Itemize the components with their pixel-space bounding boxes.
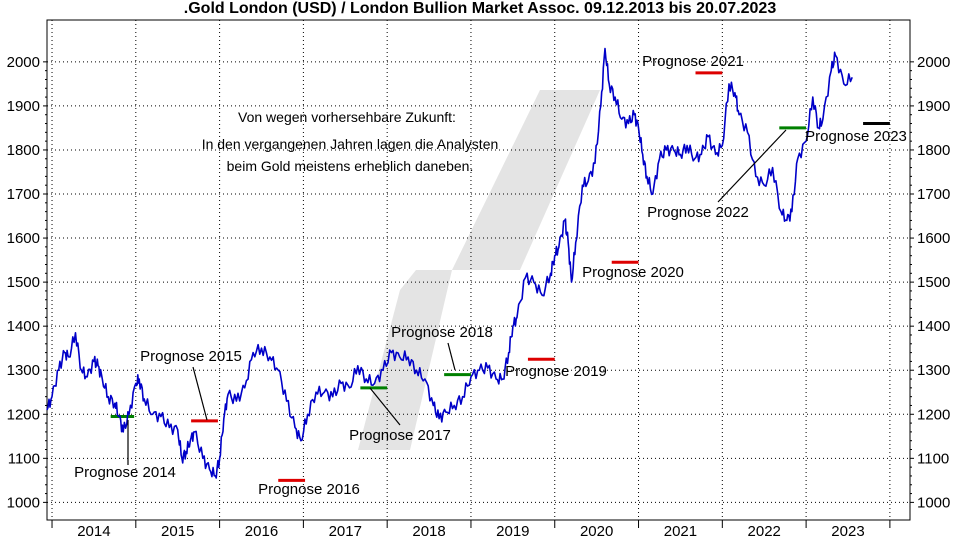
- y-tick-label: 1300: [917, 362, 950, 379]
- annotation-note: Von wegen vorhersehbare Zukunft: In den …: [202, 109, 499, 174]
- annotation-line-2: In den vergangenen Jahren lagen die Anal…: [202, 136, 499, 152]
- watermark-arrow: [358, 90, 600, 450]
- forecast-label: Prognose 2016: [258, 481, 360, 498]
- y-tick-label: 1400: [7, 318, 40, 335]
- forecast-label: Prognose 2023: [805, 128, 907, 145]
- x-tick-label: 2017: [329, 523, 362, 540]
- forecast-label: Prognose 2019: [505, 363, 607, 380]
- x-tick-label: 2014: [77, 523, 110, 540]
- y-tick-label: 1700: [7, 186, 40, 203]
- gold-price-line: [46, 47, 853, 479]
- y-tick-label: 1100: [8, 450, 40, 467]
- forecast-lines: [110, 71, 890, 482]
- forecast-pointer: [447, 342, 456, 371]
- y-tick-label: 1500: [7, 274, 40, 291]
- y-tick-label: 1200: [7, 406, 40, 423]
- forecast-pointer: [717, 129, 787, 203]
- forecast-labels: Prognose 2014 Prognose 2015 Prognose 2016 P…: [74, 53, 907, 498]
- y-tick-label: 1500: [917, 274, 950, 291]
- forecast-label: Prognose 2017: [349, 427, 451, 444]
- y-tick-label: 1200: [917, 406, 950, 423]
- chart-title: .Gold London (USD) / London Bullion Mark…: [184, 0, 777, 17]
- y-axis-right: 1000 1100 1200 1300 1400 1500 1600 1700 1800 1900…: [910, 54, 950, 511]
- y-axis-left: 1000 1100 1200 1300 1400 1500 1600 1700 1800 1900…: [7, 54, 47, 511]
- y-tick-label: 1900: [917, 98, 950, 115]
- x-tick-label: 2015: [161, 523, 194, 540]
- y-tick-label: 2000: [7, 54, 40, 71]
- x-tick-label: 2016: [245, 523, 278, 540]
- forecast-pointer: [192, 366, 208, 421]
- annotation-line-3: beim Gold meistens erheblich daneben.: [227, 158, 474, 174]
- y-tick-label: 1700: [917, 186, 950, 203]
- forecast-label: Prognose 2022: [647, 204, 749, 221]
- y-tick-label: 1000: [7, 494, 40, 511]
- x-tick-label: 2019: [496, 523, 529, 540]
- y-tick-label: 1900: [7, 98, 40, 115]
- x-tick-label: 2018: [412, 523, 445, 540]
- forecast-label: Prognose 2021: [642, 53, 744, 70]
- forecast-label: Prognose 2015: [140, 348, 242, 365]
- y-tick-label: 1000: [917, 494, 950, 511]
- plot-frame: [46, 19, 911, 521]
- forecast-label: Prognose 2018: [391, 324, 493, 341]
- y-tick-label: 1100: [917, 450, 949, 467]
- y-tick-label: 1800: [7, 142, 40, 159]
- x-tick-label: 2020: [580, 523, 613, 540]
- y-tick-label: 1300: [7, 362, 40, 379]
- y-tick-label: 1600: [917, 230, 950, 247]
- y-tick-label: 1800: [917, 142, 950, 159]
- x-axis: 2014 2015 2016 2017 2018 2019 2020 2021 2022 2023: [51, 520, 891, 540]
- y-tick-label: 1400: [917, 318, 950, 335]
- forecast-label: Prognose 2014: [74, 464, 176, 481]
- y-tick-label: 1600: [7, 230, 40, 247]
- x-tick-label: 2023: [831, 523, 864, 540]
- forecast-label: Prognose 2020: [582, 264, 684, 281]
- x-tick-label: 2021: [664, 523, 697, 540]
- annotation-line-1: Von wegen vorhersehbare Zukunft:: [238, 109, 456, 125]
- y-tick-label: 2000: [917, 54, 950, 71]
- x-tick-label: 2022: [748, 523, 781, 540]
- forecast-pointer: [369, 387, 401, 426]
